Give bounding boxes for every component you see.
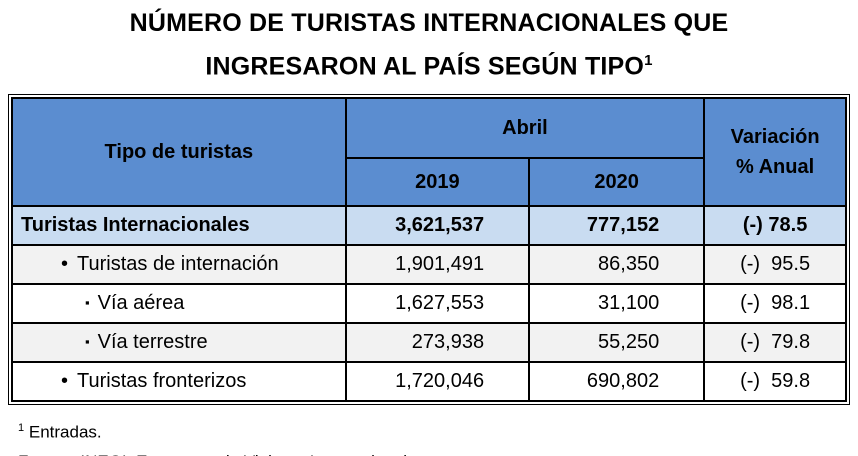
value-2019: 3,621,537: [344, 205, 531, 247]
bullet-icon: •: [61, 370, 69, 393]
value-variacion: (-) 59.8: [703, 361, 847, 403]
table-row-turistas-de-internacion: • Turistas de internación 1,901,491 86,35…: [11, 244, 847, 286]
tourists-table: Tipo de turistas Abril Variación % Anual…: [11, 97, 847, 403]
row-label: • Turistas fronterizos: [11, 361, 347, 403]
row-label-text: Turistas de internación: [77, 253, 279, 276]
header-row-2: 2019 2020: [12, 157, 846, 208]
value-2019: 1,720,046: [344, 361, 531, 403]
value-variacion: (-) 95.5: [703, 244, 847, 286]
title-footnote-marker: 1: [644, 52, 653, 69]
value-2020: 690,802: [528, 361, 706, 403]
footnote-marker: 1: [18, 422, 25, 435]
title-line2: INGRESARON AL PAÍS SEGÚN TIPO1: [205, 52, 653, 81]
value-2019: 1,627,553: [344, 283, 531, 325]
table-row-turistas-fronterizos: • Turistas fronterizos 1,720,046 690,802 …: [11, 361, 847, 403]
row-label-text: Vía terrestre: [97, 331, 208, 354]
header-abril: Abril: [344, 97, 706, 160]
row-label: ▪ Vía aérea: [11, 283, 347, 325]
row-label: Turistas Internacionales: [11, 205, 347, 247]
header-row-1: Tipo de turistas Abril Variación % Anual: [11, 97, 847, 208]
value-2020: 55,250: [528, 322, 706, 364]
square-bullet-icon: ▪: [85, 334, 90, 350]
footnote-source: Fuente: INEGI. Encuestas de Viajeros Int…: [18, 447, 858, 456]
header-tipo-de-turistas: Tipo de turistas: [11, 97, 347, 208]
bullet-icon: •: [61, 253, 69, 276]
page-title: NÚMERO DE TURISTAS INTERNACIONALES QUE I…: [0, 5, 858, 85]
footnote-entradas: 1 Entradas.: [18, 414, 858, 447]
header-2019: 2019: [344, 157, 531, 208]
value-2020: 777,152: [528, 205, 706, 247]
table-row-via-terrestre: ▪ Vía terrestre 273,938 55,250 (-) 79.8: [11, 322, 847, 364]
title-line1: NÚMERO DE TURISTAS INTERNACIONALES QUE: [129, 9, 729, 37]
header-variacion-anual: Variación % Anual: [703, 97, 847, 208]
row-label-text: Vía aérea: [97, 292, 185, 315]
row-label-text: Turistas fronterizos: [77, 370, 247, 393]
header-2020: 2020: [528, 157, 706, 208]
value-2020: 31,100: [528, 283, 706, 325]
table-row-via-aerea: ▪ Vía aérea 1,627,553 31,100 (-) 98.1: [11, 283, 847, 325]
tourists-table-frame: Tipo de turistas Abril Variación % Anual…: [8, 94, 850, 406]
row-label: • Turistas de internación: [11, 244, 347, 286]
value-2020: 86,350: [528, 244, 706, 286]
square-bullet-icon: ▪: [85, 295, 90, 311]
value-2019: 1,901,491: [344, 244, 531, 286]
footnote-text: Entradas.: [28, 422, 102, 442]
table-row-turistas-internacionales: Turistas Internacionales 3,621,537 777,1…: [11, 205, 847, 247]
footnotes: 1 Entradas. Fuente: INEGI. Encuestas de …: [18, 414, 858, 456]
value-variacion: (-) 78.5: [703, 205, 847, 247]
value-variacion: (-) 79.8: [703, 322, 847, 364]
value-variacion: (-) 98.1: [703, 283, 847, 325]
value-2019: 273,938: [344, 322, 531, 364]
row-label-text: Turistas Internacionales: [21, 214, 250, 237]
row-label: ▪ Vía terrestre: [11, 322, 347, 364]
